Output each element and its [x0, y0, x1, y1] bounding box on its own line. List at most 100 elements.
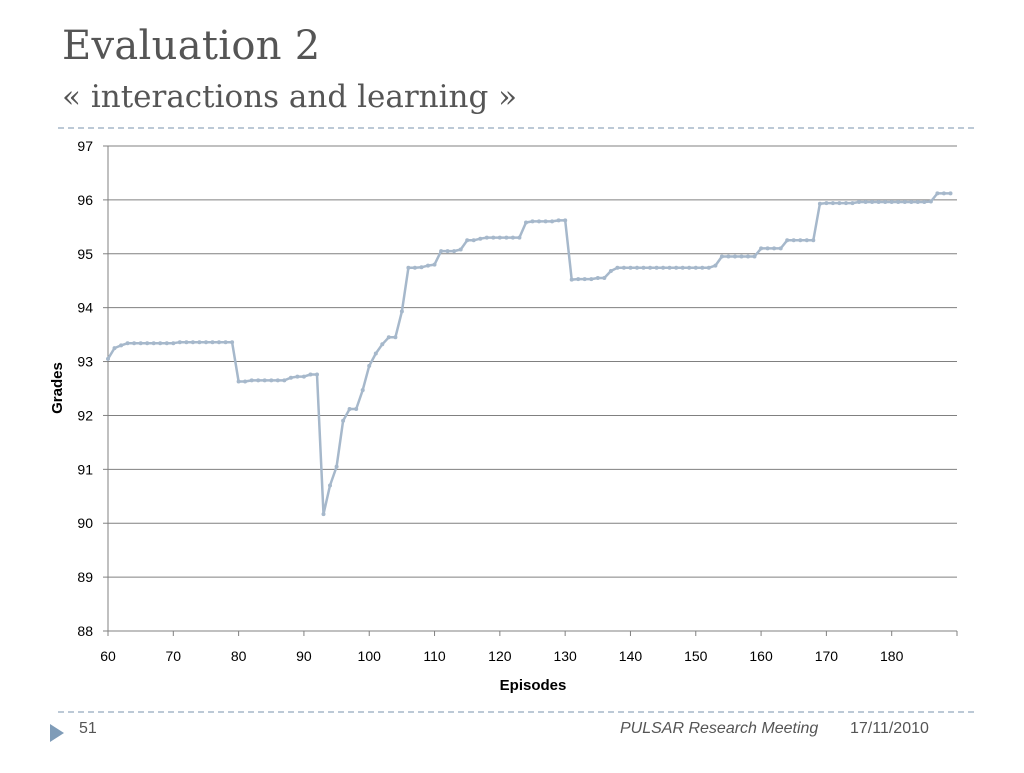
data-point — [282, 378, 287, 383]
y-tick-label-89: 89 — [77, 569, 93, 585]
data-point — [680, 265, 685, 270]
y-tick-label-92: 92 — [77, 407, 93, 423]
data-point — [739, 254, 744, 259]
data-point — [524, 220, 528, 225]
data-point — [360, 388, 365, 393]
data-point — [106, 356, 110, 361]
data-point — [341, 418, 346, 423]
data-point — [948, 191, 953, 196]
data-point — [733, 254, 737, 259]
x-tick-label-60: 60 — [100, 648, 116, 664]
x-tick-label-120: 120 — [488, 648, 512, 664]
data-point — [184, 340, 189, 345]
data-point — [419, 265, 424, 270]
data-point — [608, 269, 613, 273]
data-point — [635, 265, 639, 270]
data-point — [452, 249, 457, 254]
y-tick-label-94: 94 — [77, 300, 93, 316]
data-point — [563, 218, 568, 223]
footer-date: 17/11/2010 — [850, 720, 929, 737]
data-point — [288, 375, 293, 380]
data-point — [752, 254, 757, 259]
y-tick-label-97: 97 — [77, 138, 93, 154]
data-point — [236, 379, 241, 384]
data-point — [765, 246, 770, 251]
data-point — [870, 200, 875, 204]
x-tick-label-100: 100 — [358, 648, 382, 664]
data-point — [406, 265, 411, 270]
data-point — [426, 263, 430, 268]
data-point — [556, 218, 561, 223]
data-point — [713, 263, 718, 268]
data-point — [706, 265, 711, 270]
x-tick-label-140: 140 — [619, 648, 643, 664]
data-point — [785, 238, 790, 243]
data-point — [465, 238, 470, 243]
data-point — [746, 254, 750, 259]
x-tick-label-180: 180 — [880, 648, 904, 664]
data-point — [922, 200, 927, 204]
data-point — [367, 363, 372, 368]
data-point — [772, 246, 777, 251]
data-point — [863, 200, 868, 204]
data-point — [759, 246, 764, 251]
bullet-arrow-icon — [50, 724, 64, 742]
data-point — [471, 238, 476, 243]
data-point — [295, 374, 300, 379]
data-point — [935, 191, 940, 196]
data-point — [439, 249, 444, 254]
data-point — [817, 201, 822, 206]
data-point — [380, 342, 385, 347]
data-point — [204, 340, 208, 345]
data-point — [190, 340, 195, 345]
data-point — [334, 464, 339, 469]
x-tick-label-110: 110 — [423, 648, 446, 664]
title-divider — [58, 127, 974, 129]
x-tick-label-150: 150 — [684, 648, 708, 664]
data-point — [719, 254, 724, 259]
data-point — [478, 236, 483, 241]
data-point — [315, 372, 319, 377]
data-point — [876, 200, 881, 204]
data-point — [445, 249, 450, 254]
y-tick-label-91: 91 — [77, 461, 93, 477]
data-point — [850, 201, 855, 206]
data-point — [661, 265, 666, 270]
axes — [103, 145, 958, 636]
data-point — [491, 235, 496, 240]
data-point — [138, 341, 143, 346]
data-point — [256, 378, 261, 383]
data-point — [386, 335, 391, 340]
data-point — [811, 238, 816, 243]
data-point — [537, 219, 541, 224]
data-point — [837, 201, 842, 206]
data-point — [589, 277, 594, 282]
footer-divider — [58, 711, 974, 713]
data-point — [798, 238, 803, 243]
data-point — [641, 265, 646, 270]
x-tick-label-170: 170 — [815, 648, 839, 664]
data-point — [151, 341, 156, 346]
data-point — [621, 265, 626, 270]
data-point — [654, 265, 659, 270]
data-point — [171, 341, 176, 346]
x-tick-label-160: 160 — [749, 648, 773, 664]
data-point — [132, 341, 137, 346]
data-point — [347, 407, 352, 411]
data-point — [726, 254, 731, 259]
data-point — [791, 238, 796, 243]
data-point — [909, 200, 914, 204]
data-point — [217, 340, 221, 345]
data-point — [230, 340, 235, 345]
grid-lines — [108, 145, 957, 578]
slide-subtitle: « interactions and learning » — [62, 79, 518, 115]
data-point — [262, 378, 267, 383]
data-point — [883, 200, 888, 204]
data-point — [243, 379, 248, 384]
data-point — [687, 265, 692, 270]
data-point — [308, 372, 313, 377]
y-tick-label-93: 93 — [77, 354, 93, 370]
data-point — [628, 265, 633, 270]
